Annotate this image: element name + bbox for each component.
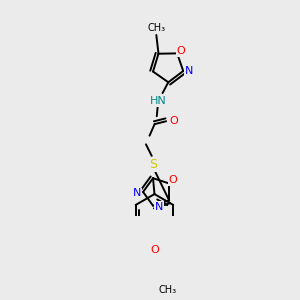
Text: O: O (168, 175, 177, 185)
Text: O: O (150, 245, 159, 255)
Text: N: N (133, 188, 142, 198)
Text: HN: HN (150, 96, 166, 106)
Text: CH₃: CH₃ (147, 23, 165, 33)
Text: O: O (169, 116, 178, 126)
Text: N: N (185, 66, 193, 76)
Text: N: N (154, 202, 163, 212)
Text: CH₃: CH₃ (158, 285, 176, 295)
Text: O: O (176, 46, 185, 56)
Text: S: S (149, 158, 157, 171)
